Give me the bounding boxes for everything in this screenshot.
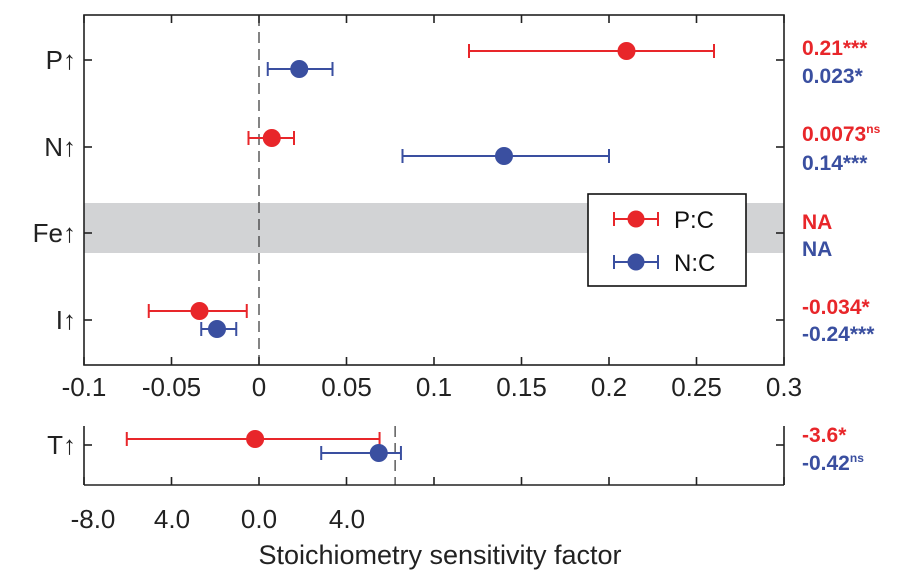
x-tick-label: 0.05 — [321, 372, 372, 402]
main-plot-frame — [83, 14, 785, 366]
x-tick-label: 0.1 — [416, 372, 452, 402]
x-tick-label: 0.2 — [591, 372, 627, 402]
annotation-nc-n: 0.14*** — [802, 152, 868, 175]
category-label-p: P↑ — [46, 45, 76, 75]
x-tick-label: 0.15 — [496, 372, 547, 402]
temperature-panel: T↑ -8.0 4.0 0.0 4.0 Stoichiometry sensitivit… — [47, 426, 785, 570]
legend-nc-marker — [613, 253, 659, 271]
annotation-pc-temp: -3.6* — [802, 424, 847, 447]
point-n-pc — [262, 129, 281, 147]
annotation-pc-n: 0.0073ns — [802, 122, 881, 146]
annotation-nc-temp: -0.42ns — [802, 451, 864, 475]
point-i-pc — [190, 302, 209, 320]
x-tick-label-temp: 0.0 — [241, 504, 277, 534]
x-axis-title: Stoichiometry sensitivity factor — [258, 540, 621, 570]
x-tick-label: 0.25 — [671, 372, 722, 402]
main-panel: -0.1 -0.05 0 0.05 0.1 0.15 0.2 0.25 0.3 P↑ N↑ Fe↑ I↑… — [33, 14, 802, 402]
point-i-nc — [208, 320, 226, 338]
x-tick-label-temp: 4.0 — [154, 504, 190, 534]
point-t-nc — [369, 444, 388, 462]
annotation-nc-fe: NA — [802, 238, 832, 261]
legend-nc-label: N:C — [674, 250, 715, 277]
annotation-pc-i: -0.034* — [802, 296, 871, 319]
x-tick-label: -0.05 — [142, 372, 201, 402]
x-tick-label: 0.3 — [766, 372, 802, 402]
legend: P:C N:C — [587, 193, 747, 287]
point-n-nc — [495, 147, 513, 165]
x-tick-label-temp: -8.0 — [71, 504, 116, 534]
x-tick-label: -0.1 — [62, 372, 107, 402]
point-p-nc — [290, 60, 309, 78]
annotation-nc-i: -0.24*** — [802, 323, 875, 346]
legend-pc-marker — [613, 210, 659, 228]
x-tick-label-temp: 4.0 — [329, 504, 365, 534]
point-p-pc — [617, 42, 636, 60]
annotation-pc-fe: NA — [802, 211, 832, 234]
legend-box — [587, 193, 747, 287]
annotation-nc-p: 0.023* — [802, 65, 864, 88]
category-label-temp: T↑ — [47, 430, 76, 460]
category-label-fe: Fe↑ — [33, 218, 76, 248]
significance-annotations: 0.21*** 0.023* 0.0073ns 0.14*** NA NA -0.034* -… — [802, 37, 881, 475]
annotation-pc-p: 0.21*** — [802, 37, 868, 60]
category-label-i: I↑ — [56, 305, 76, 335]
legend-pc-label: P:C — [674, 207, 714, 234]
point-t-pc — [246, 430, 265, 448]
category-label-n: N↑ — [44, 132, 76, 162]
x-tick-label: 0 — [252, 372, 266, 402]
